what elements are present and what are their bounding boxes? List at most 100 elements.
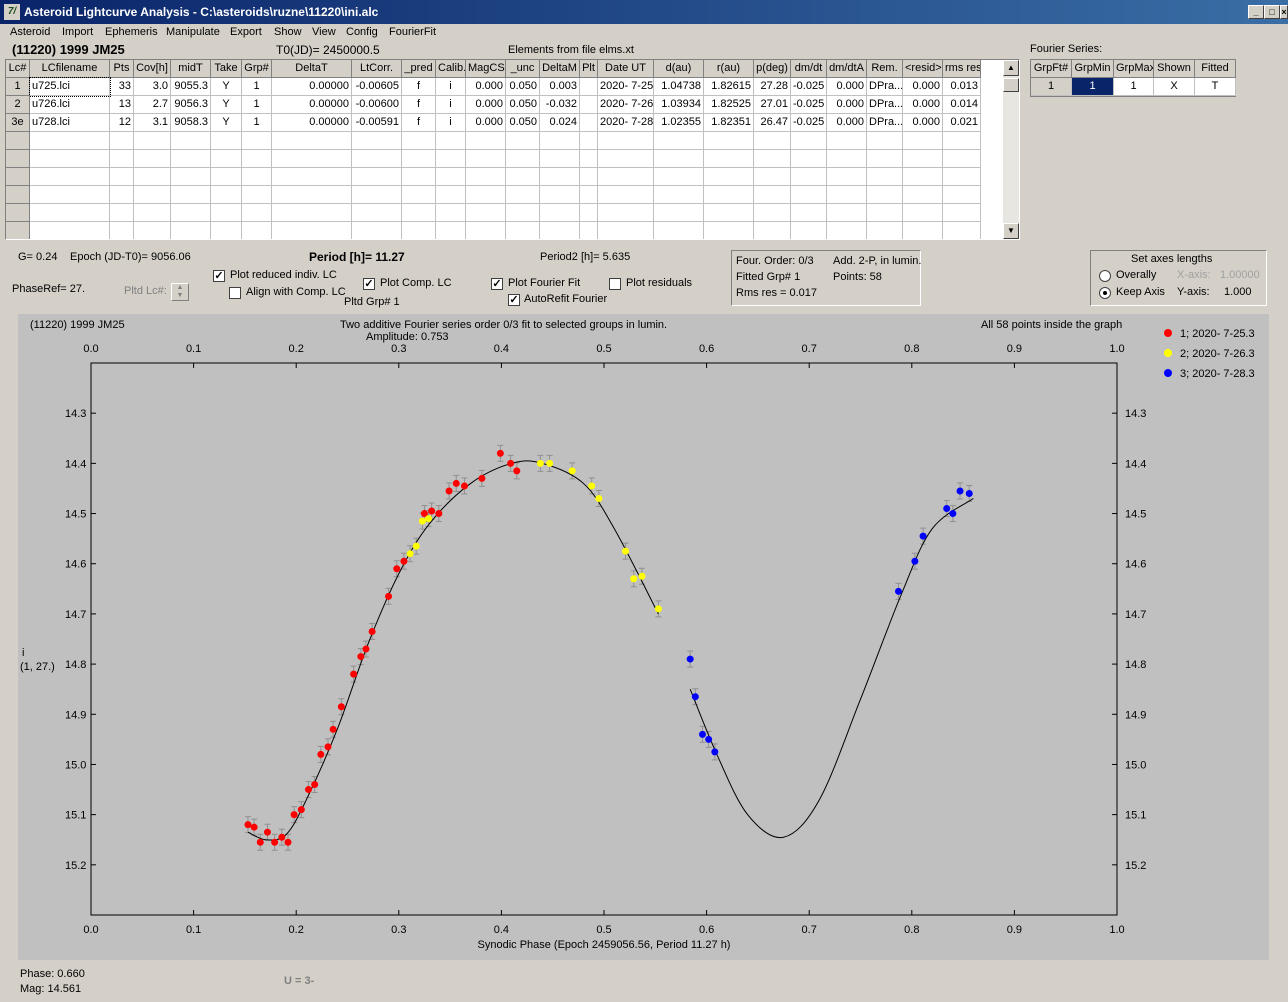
table-cell[interactable] xyxy=(211,168,242,186)
table-cell[interactable] xyxy=(580,186,598,204)
table-cell[interactable] xyxy=(791,168,827,186)
table-cell[interactable] xyxy=(754,204,791,222)
table-cell[interactable]: 26.47 xyxy=(754,114,791,132)
table-cell[interactable] xyxy=(171,132,211,150)
table-cell[interactable] xyxy=(903,204,943,222)
table-cell[interactable] xyxy=(791,150,827,168)
column-header[interactable]: LtCorr. xyxy=(352,60,402,78)
table-cell[interactable]: -0.00605 xyxy=(352,78,402,96)
menu-ephemeris[interactable]: Ephemeris xyxy=(105,26,158,38)
scroll-up-button[interactable]: ▲ xyxy=(1003,60,1019,76)
table-cell[interactable] xyxy=(402,222,436,239)
table-cell[interactable] xyxy=(754,132,791,150)
table-cell[interactable] xyxy=(580,150,598,168)
table-cell[interactable] xyxy=(110,132,134,150)
table-cell[interactable] xyxy=(171,204,211,222)
column-header[interactable]: Take xyxy=(211,60,242,78)
table-cell[interactable] xyxy=(943,186,981,204)
table-cell[interactable] xyxy=(272,132,352,150)
table-cell[interactable] xyxy=(598,168,654,186)
table-cell[interactable]: 1.82525 xyxy=(704,96,754,114)
table-cell[interactable] xyxy=(598,132,654,150)
x-axis-value[interactable]: 1.00000 xyxy=(1220,269,1260,281)
table-cell[interactable] xyxy=(943,204,981,222)
table-cell[interactable]: DPra... xyxy=(867,96,903,114)
table-cell[interactable] xyxy=(134,186,171,204)
table-cell[interactable] xyxy=(110,168,134,186)
table-cell[interactable] xyxy=(654,150,704,168)
table-cell[interactable] xyxy=(654,204,704,222)
table-cell[interactable] xyxy=(704,132,754,150)
table-cell[interactable] xyxy=(903,132,943,150)
table-cell[interactable] xyxy=(242,132,272,150)
menu-import[interactable]: Import xyxy=(62,26,94,38)
table-cell[interactable] xyxy=(540,150,580,168)
row-header[interactable]: 1 xyxy=(6,78,30,96)
table-cell[interactable] xyxy=(791,204,827,222)
table-cell[interactable] xyxy=(30,222,110,239)
table-cell[interactable] xyxy=(402,132,436,150)
table-cell[interactable] xyxy=(827,186,867,204)
column-header[interactable]: LCfilename xyxy=(30,60,110,78)
table-cell[interactable] xyxy=(654,186,704,204)
column-header[interactable]: midT xyxy=(171,60,211,78)
table-cell[interactable]: 0.013 xyxy=(943,78,981,96)
table-cell[interactable]: -0.025 xyxy=(791,114,827,132)
table-cell[interactable] xyxy=(867,168,903,186)
table-cell[interactable] xyxy=(134,204,171,222)
table-cell[interactable] xyxy=(171,186,211,204)
table-cell[interactable] xyxy=(704,222,754,239)
table-cell[interactable]: 0.050 xyxy=(506,114,540,132)
table-cell[interactable] xyxy=(598,186,654,204)
table-cell[interactable] xyxy=(242,222,272,239)
fourier-column-header[interactable]: GrpMin xyxy=(1072,60,1114,78)
column-header[interactable]: p(deg) xyxy=(754,60,791,78)
plot-comp-checkbox[interactable]: ✓ xyxy=(363,278,375,290)
table-cell[interactable] xyxy=(754,150,791,168)
table-cell[interactable]: 0.000 xyxy=(827,78,867,96)
table-cell[interactable] xyxy=(827,132,867,150)
table-cell[interactable] xyxy=(352,132,402,150)
table-cell[interactable]: u728.lci xyxy=(30,114,110,132)
table-cell[interactable]: 0.000 xyxy=(466,96,506,114)
table-cell[interactable]: DPra... xyxy=(867,78,903,96)
menu-fourierfit[interactable]: FourierFit xyxy=(389,26,437,38)
table-cell[interactable]: -0.00591 xyxy=(352,114,402,132)
column-header[interactable]: rms res xyxy=(943,60,981,78)
table-cell[interactable]: 27.01 xyxy=(754,96,791,114)
table-cell[interactable]: 2020- 7-26.3 xyxy=(598,96,654,114)
table-cell[interactable]: DPra... xyxy=(867,114,903,132)
table-cell[interactable] xyxy=(867,222,903,239)
table-cell[interactable] xyxy=(704,150,754,168)
table-cell[interactable]: 0.00000 xyxy=(272,96,352,114)
table-cell[interactable] xyxy=(506,222,540,239)
table-cell[interactable]: 2.7 xyxy=(134,96,171,114)
table-cell[interactable] xyxy=(506,132,540,150)
menu-config[interactable]: Config xyxy=(346,26,378,38)
table-cell[interactable] xyxy=(436,150,466,168)
menu-asteroid[interactable]: Asteroid xyxy=(10,26,51,38)
row-header[interactable] xyxy=(6,204,30,222)
column-header[interactable]: Calib. xyxy=(436,60,466,78)
table-cell[interactable]: i xyxy=(436,96,466,114)
table-cell[interactable] xyxy=(654,132,704,150)
table-cell[interactable] xyxy=(352,168,402,186)
column-header[interactable]: Lc# xyxy=(6,60,30,78)
table-cell[interactable] xyxy=(171,150,211,168)
table-cell[interactable] xyxy=(171,222,211,239)
table-cell[interactable]: 0.000 xyxy=(903,114,943,132)
table-cell[interactable] xyxy=(540,222,580,239)
lightcurve-table[interactable]: Lc# LCfilename Pts Cov[h] midT Take Grp# DeltaT… xyxy=(5,59,1020,240)
close-button[interactable]: × xyxy=(1280,5,1288,19)
row-header[interactable] xyxy=(6,132,30,150)
table-cell[interactable] xyxy=(30,132,110,150)
table-cell[interactable] xyxy=(580,96,598,114)
plot-panel[interactable]: 0.0 0.0 0.1 0.1 0.2 0.2 0.3 0.3 0.4 0.4 0.5 0.5 0.6 0… xyxy=(18,314,1269,960)
table-cell[interactable] xyxy=(436,186,466,204)
table-cell[interactable] xyxy=(352,150,402,168)
table-cell[interactable] xyxy=(211,204,242,222)
table-cell[interactable] xyxy=(827,168,867,186)
column-header[interactable]: Pts xyxy=(110,60,134,78)
column-header[interactable]: <resid> xyxy=(903,60,943,78)
menu-show[interactable]: Show xyxy=(274,26,302,38)
